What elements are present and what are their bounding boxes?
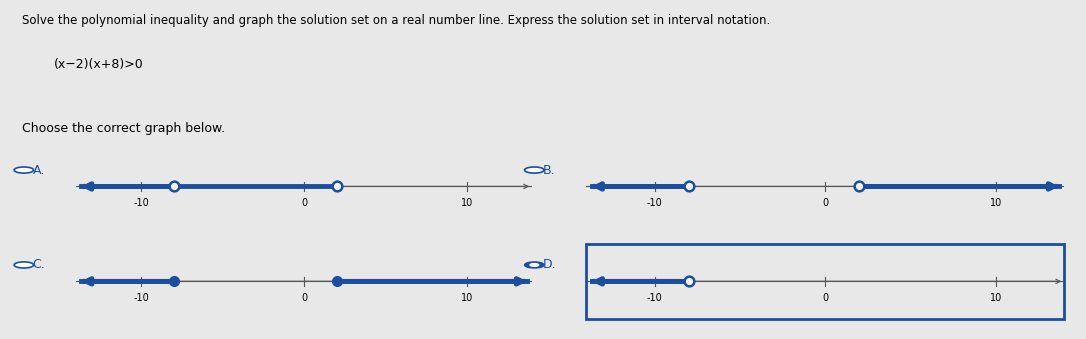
Text: A.: A. — [33, 163, 45, 177]
Text: -10: -10 — [647, 293, 662, 303]
Text: 10: 10 — [990, 293, 1002, 303]
Text: -10: -10 — [134, 198, 149, 208]
Text: 0: 0 — [301, 293, 307, 303]
Text: 0: 0 — [301, 198, 307, 208]
Text: (x−2)(x+8)>0: (x−2)(x+8)>0 — [54, 58, 144, 71]
Text: Solve the polynomial inequality and graph the solution set on a real number line: Solve the polynomial inequality and grap… — [22, 14, 770, 26]
Text: C.: C. — [33, 258, 46, 272]
Text: 10: 10 — [460, 293, 473, 303]
Text: D.: D. — [543, 258, 557, 272]
Text: 10: 10 — [460, 198, 473, 208]
Text: Choose the correct graph below.: Choose the correct graph below. — [22, 122, 225, 135]
Text: B.: B. — [543, 163, 556, 177]
Text: -10: -10 — [647, 198, 662, 208]
Text: 0: 0 — [822, 293, 829, 303]
Text: -10: -10 — [134, 293, 149, 303]
Text: 0: 0 — [822, 198, 829, 208]
Text: 10: 10 — [990, 198, 1002, 208]
